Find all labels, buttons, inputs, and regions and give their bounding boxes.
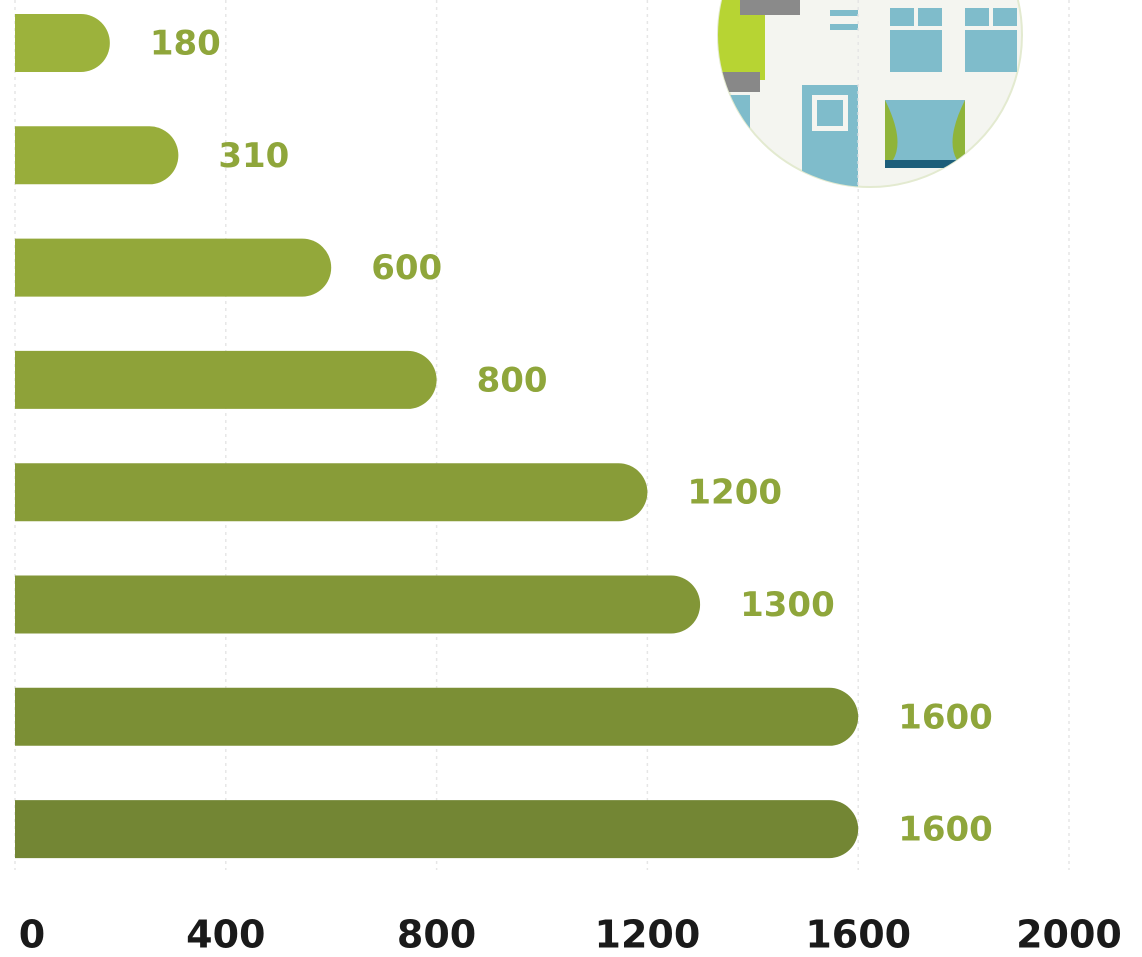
value-label: 1600 <box>898 810 993 850</box>
grid <box>14 0 1070 870</box>
value-label: 800 <box>477 360 548 400</box>
value-label: 1200 <box>687 473 782 513</box>
x-tick-label: 2000 <box>1016 913 1122 957</box>
bar <box>15 238 332 297</box>
illustration <box>717 0 1023 188</box>
bar <box>15 800 859 859</box>
value-label: 180 <box>150 24 221 64</box>
value-label: 1300 <box>740 585 835 625</box>
bar <box>15 463 648 522</box>
x-tick-label: 400 <box>186 913 265 957</box>
bar <box>15 575 701 634</box>
bar <box>15 687 859 746</box>
x-axis: 0 400 800 1200 1600 2000 <box>19 913 1122 957</box>
bar <box>15 14 110 72</box>
x-tick-label: 800 <box>397 913 476 957</box>
x-tick-label: 1200 <box>595 913 701 957</box>
bar <box>15 350 437 409</box>
value-label: 600 <box>371 248 442 288</box>
bars: 180 310 600 800 1200 1300 1600 1600 <box>15 14 993 859</box>
value-label: 310 <box>218 136 289 176</box>
value-label: 1600 <box>898 697 993 737</box>
x-tick-label: 1600 <box>805 913 911 957</box>
bar <box>15 126 179 185</box>
x-tick-label: 0 <box>19 913 45 957</box>
